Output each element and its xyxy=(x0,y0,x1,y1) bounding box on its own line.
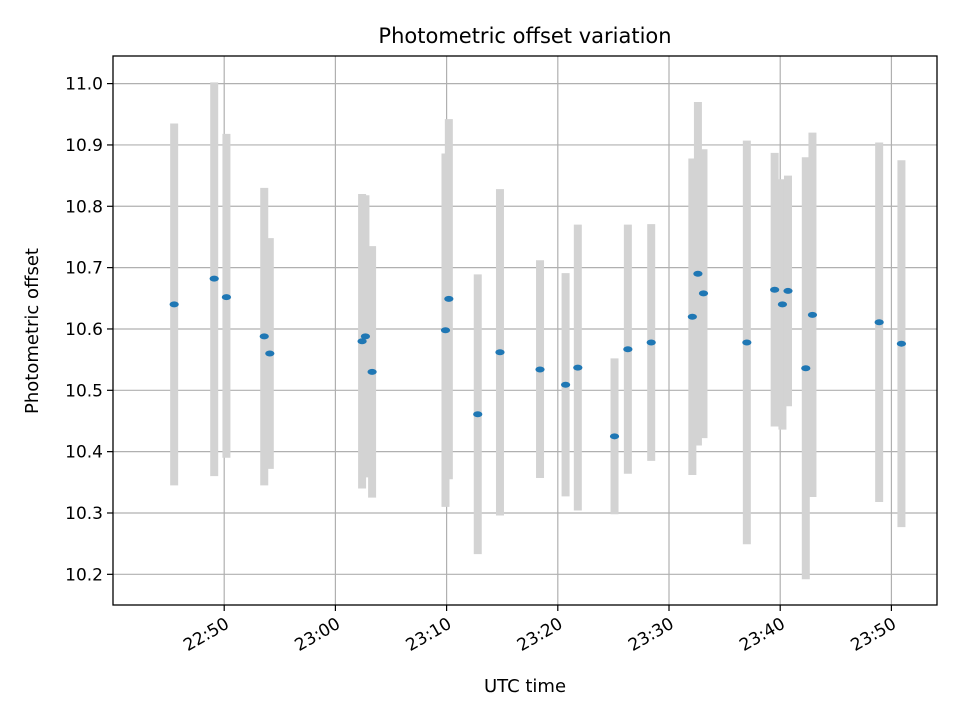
x-tick-label: 23:50 xyxy=(847,614,899,656)
y-tick-label: 10.7 xyxy=(65,259,103,279)
data-point xyxy=(367,368,377,375)
data-point xyxy=(770,286,780,293)
data-point xyxy=(646,339,656,346)
y-axis-label: Photometric offset xyxy=(22,248,43,414)
data-point xyxy=(573,364,583,371)
x-tick-label: 23:40 xyxy=(736,614,788,656)
data-point xyxy=(623,346,633,353)
y-tick-label: 10.8 xyxy=(65,197,103,217)
data-point xyxy=(360,333,371,340)
y-tick-label: 10.4 xyxy=(65,443,103,463)
data-point xyxy=(357,338,367,345)
data-point xyxy=(896,340,907,347)
data-point xyxy=(742,339,752,346)
data-point xyxy=(693,270,703,277)
x-axis-label: UTC time xyxy=(484,676,566,697)
data-point xyxy=(777,301,788,308)
y-tick-label: 10.3 xyxy=(65,504,103,524)
x-axis-ticks: 22:50 23:00 23:10 23:20 23:30 23:40 23:50 xyxy=(180,605,900,656)
x-tick-label: 23:30 xyxy=(625,614,677,656)
data-point xyxy=(440,327,451,334)
x-tick-label: 23:20 xyxy=(514,614,566,656)
data-point xyxy=(874,319,884,326)
chart-title: Photometric offset variation xyxy=(378,24,671,48)
x-tick-label: 22:50 xyxy=(180,614,232,656)
data-point xyxy=(265,350,275,357)
data-point xyxy=(609,433,620,440)
y-tick-label: 10.6 xyxy=(65,320,103,340)
data-point xyxy=(783,287,793,294)
data-point xyxy=(801,365,811,372)
data-point xyxy=(221,294,232,301)
data-point xyxy=(473,411,483,418)
y-tick-label: 11.0 xyxy=(65,75,103,95)
data-point xyxy=(495,349,505,356)
data-point xyxy=(444,295,454,302)
y-tick-label: 10.2 xyxy=(65,565,103,585)
data-point xyxy=(535,366,545,373)
plot-frame xyxy=(112,55,938,606)
data-point xyxy=(209,275,219,282)
error-bars xyxy=(170,82,906,580)
x-tick-label: 23:00 xyxy=(291,614,343,656)
data-point xyxy=(807,311,818,318)
y-axis-ticks: 10.2 10.3 10.4 10.5 10.6 10.7 10.8 10.9 11.0 xyxy=(65,75,113,585)
data-point xyxy=(560,381,571,388)
data-point xyxy=(169,301,179,308)
y-tick-label: 10.5 xyxy=(65,381,103,401)
data-point xyxy=(698,290,709,297)
data-point xyxy=(259,333,269,340)
x-tick-label: 23:10 xyxy=(403,614,455,656)
y-tick-label: 10.9 xyxy=(65,136,103,156)
data-point xyxy=(687,313,697,320)
data-points xyxy=(169,270,907,440)
